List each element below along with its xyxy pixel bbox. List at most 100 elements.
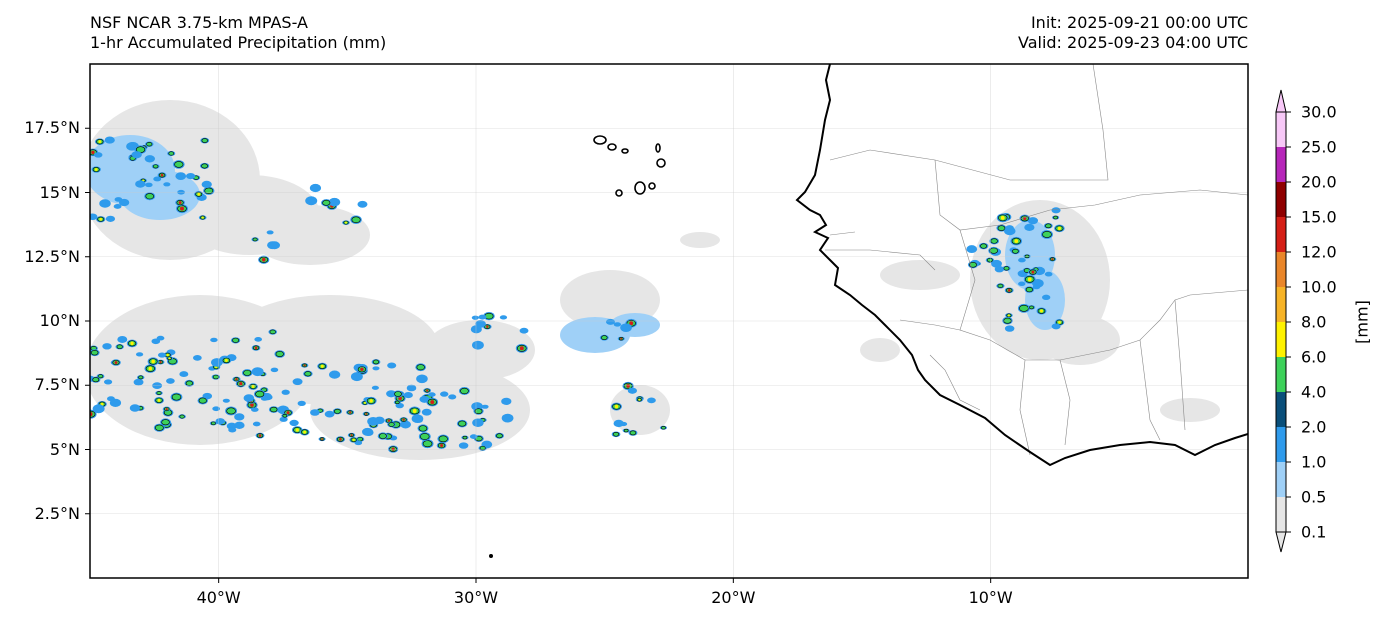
- precip-cell-peak: [180, 206, 184, 211]
- precip-cell-core: [612, 431, 620, 437]
- precip-cell-core: [986, 258, 993, 263]
- precip-cell: [113, 204, 122, 209]
- lat-tick-label: 17.5°N: [24, 118, 80, 138]
- precip-cell: [222, 398, 230, 403]
- precip-cell-core: [252, 237, 258, 242]
- precip-cell: [114, 197, 123, 202]
- precip-cell-peak: [402, 418, 405, 421]
- colorbar-extend-max: [1275, 89, 1287, 113]
- precip-cell-core: [270, 406, 278, 413]
- precip-cell-core: [322, 199, 331, 206]
- precip-cell: [966, 245, 978, 253]
- precip-cell: [627, 387, 637, 394]
- precip-cell: [211, 358, 223, 367]
- precip-cell: [163, 182, 171, 187]
- precip-cell-core: [438, 435, 448, 443]
- precip-cell-core: [204, 187, 214, 194]
- precip-cell: [292, 378, 303, 386]
- precip-cell: [166, 378, 175, 384]
- valid-time: Valid: 2025-09-23 04:00 UTC: [1017, 33, 1248, 52]
- precip-cell: [367, 416, 380, 426]
- init-time: Init: 2025-09-21 00:00 UTC: [1030, 13, 1248, 32]
- colorbar-level-label: 8.0: [1301, 312, 1327, 332]
- precip-cell-core: [1053, 215, 1058, 220]
- precip-cell-core: [1012, 248, 1019, 254]
- precip-cell: [1004, 226, 1016, 236]
- precip-cell-peak: [1031, 270, 1035, 274]
- precip-cell-peak: [99, 217, 103, 221]
- colorbar-bin: [1276, 357, 1286, 392]
- precip-cell-core: [185, 380, 193, 386]
- coastlines: [795, 64, 1248, 467]
- country-borders: [825, 64, 1248, 456]
- precip-cell: [1004, 325, 1015, 332]
- precip-cells: [90, 136, 1065, 453]
- precip-cell: [266, 230, 274, 235]
- precip-cell: [406, 384, 417, 392]
- precip-cell-core: [422, 440, 433, 448]
- precip-cell: [193, 355, 202, 361]
- precip-cell-peak: [303, 430, 307, 434]
- precip-cell-core: [210, 421, 216, 426]
- precip-cell-peak: [626, 384, 630, 388]
- precip-cell: [362, 427, 374, 436]
- precip-cell-core: [997, 225, 1006, 231]
- colorbar-bin: [1276, 462, 1286, 497]
- precip-cell: [310, 409, 320, 416]
- colorbar-level-label: 1.0: [1301, 452, 1327, 472]
- precip-cell: [1027, 217, 1039, 225]
- precip-cell: [501, 397, 512, 405]
- precip-cell-peak: [295, 428, 299, 432]
- precip-cell: [647, 397, 656, 404]
- lat-tick-label: 5°N: [49, 439, 80, 459]
- precip-cell-core: [601, 335, 608, 340]
- precip-cell-core: [146, 141, 153, 147]
- precip-cell-peak: [412, 408, 417, 413]
- precip-cell-core: [1029, 305, 1034, 310]
- lat-tick-label: 7.5°N: [34, 375, 80, 395]
- precip-cell: [1018, 257, 1026, 263]
- precip-cell: [1051, 323, 1061, 330]
- precip-cell: [416, 374, 428, 384]
- colorbar-bin: [1276, 322, 1286, 357]
- precip-cell-peak: [1007, 314, 1010, 317]
- precip-cell: [478, 314, 487, 320]
- precip-cell-peak: [629, 321, 634, 326]
- map-gridlines: [90, 64, 1248, 578]
- precip-cell: [357, 200, 368, 208]
- precip-cell: [289, 419, 299, 427]
- precip-cell-peak: [159, 361, 162, 364]
- precip-cell-core: [388, 422, 395, 427]
- precip-cell-peak: [160, 173, 164, 177]
- precip-cell: [145, 182, 153, 188]
- colorbar-bin: [1276, 217, 1286, 252]
- precip-cell-peak: [339, 437, 342, 441]
- precip-cell-core: [334, 408, 341, 414]
- precip-cell-core: [156, 391, 162, 395]
- precip-cell-peak: [168, 357, 171, 360]
- precip-cell: [1051, 207, 1061, 214]
- colorbar-level-label: 25.0: [1301, 137, 1337, 157]
- precip-cell-core: [179, 414, 185, 419]
- precip-cell: [93, 152, 103, 158]
- precip-cell-core: [92, 377, 100, 383]
- precip-cell-peak: [365, 412, 368, 415]
- precip-cell-core: [357, 437, 364, 442]
- precip-cell-peak: [261, 257, 266, 262]
- precip-cell: [324, 410, 335, 418]
- precip-cell: [440, 391, 449, 397]
- precip-cell: [210, 337, 218, 343]
- colorbar-bin: [1276, 252, 1286, 287]
- precip-cell-core: [155, 424, 164, 431]
- precip-cell-peak: [369, 399, 373, 403]
- precip-cell-peak: [94, 168, 98, 171]
- precip-cell-core: [269, 329, 276, 335]
- precip-cell-core: [997, 283, 1004, 288]
- precip-cell: [215, 418, 225, 425]
- colorbar-bin: [1276, 427, 1286, 462]
- precip-cell-core: [479, 445, 486, 451]
- precip-cell-core: [212, 374, 219, 380]
- colorbar: [1275, 89, 1291, 553]
- precip-cell: [254, 337, 263, 342]
